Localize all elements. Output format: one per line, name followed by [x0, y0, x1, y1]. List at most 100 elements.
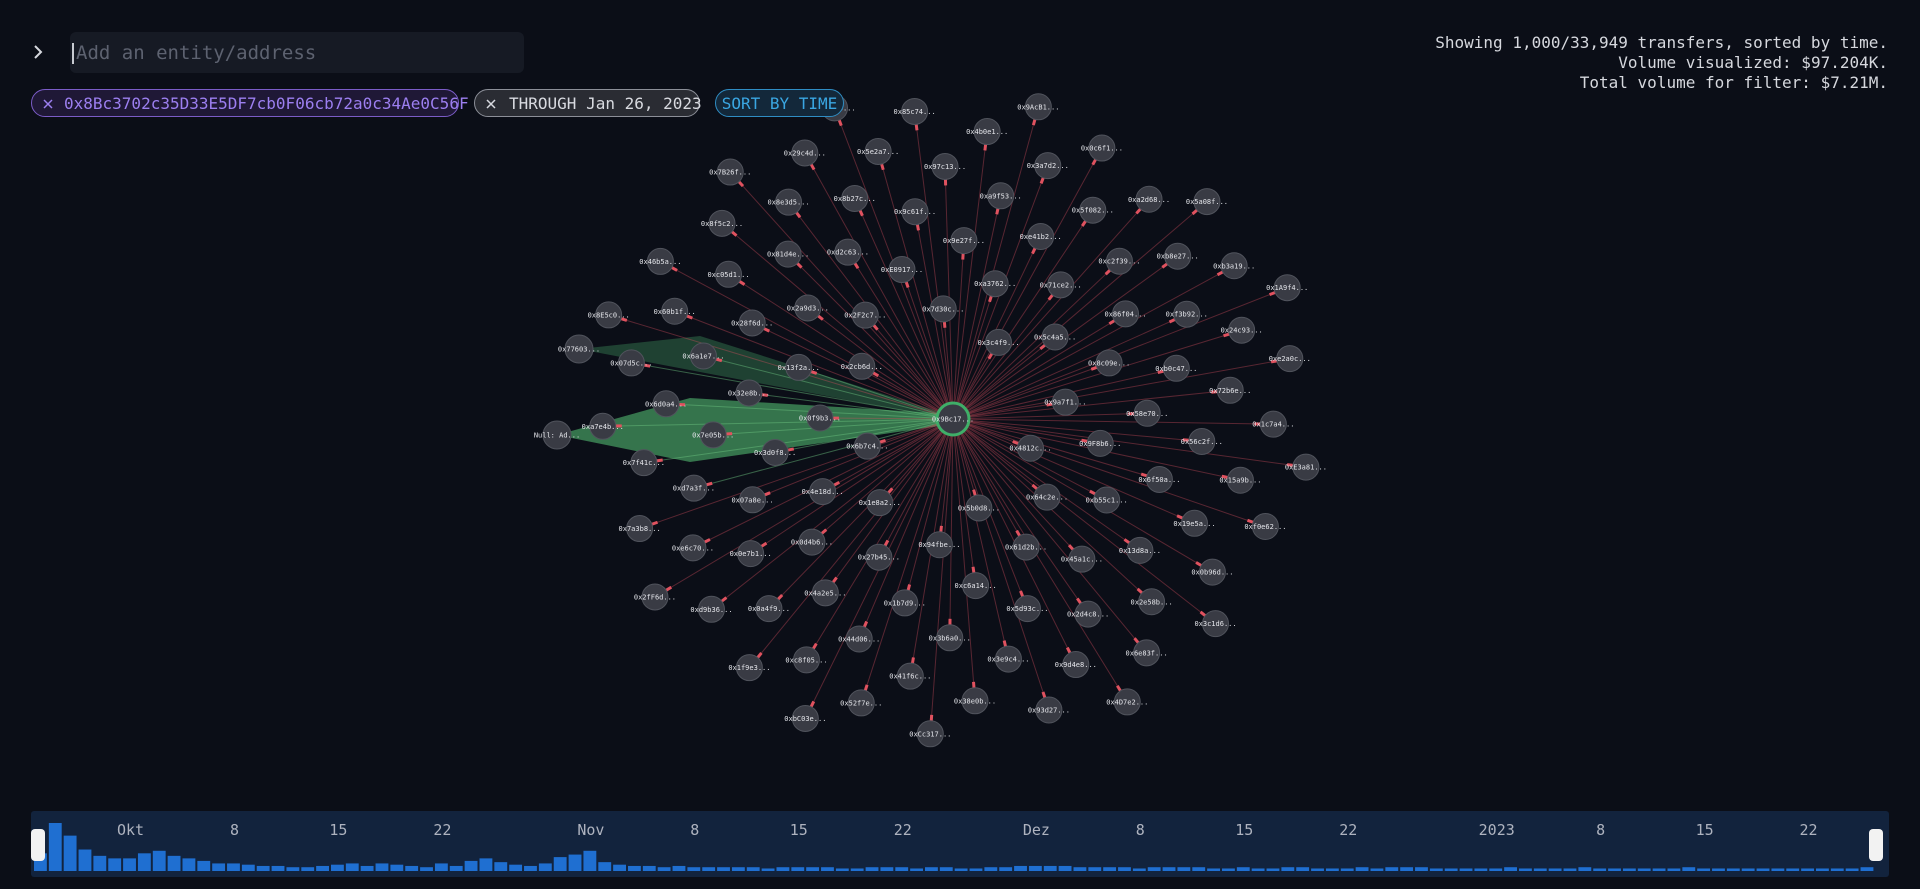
node[interactable]: [1292, 453, 1320, 481]
node[interactable]: [774, 240, 802, 268]
node[interactable]: [1173, 300, 1201, 328]
remove-icon[interactable]: [43, 99, 53, 109]
node[interactable]: [798, 528, 826, 556]
node[interactable]: [848, 352, 876, 380]
node[interactable]: [595, 301, 623, 329]
node[interactable]: [962, 572, 990, 600]
node[interactable]: [1033, 483, 1061, 511]
node[interactable]: [1086, 429, 1114, 457]
node[interactable]: [851, 301, 879, 329]
node[interactable]: [679, 534, 707, 562]
node[interactable]: [1051, 388, 1079, 416]
node[interactable]: [1041, 323, 1069, 351]
node[interactable]: [1138, 588, 1166, 616]
node[interactable]: [841, 184, 869, 212]
node[interactable]: [834, 238, 862, 266]
node[interactable]: [1226, 466, 1254, 494]
remove-icon[interactable]: [486, 99, 496, 109]
node[interactable]: [1088, 134, 1116, 162]
node[interactable]: [1220, 252, 1248, 280]
node[interactable]: [1273, 274, 1301, 302]
range-handle[interactable]: [31, 829, 45, 861]
node[interactable]: [965, 494, 993, 522]
node[interactable]: [699, 421, 727, 449]
node[interactable]: [737, 540, 765, 568]
node[interactable]: [1251, 512, 1279, 540]
node[interactable]: [1113, 688, 1141, 716]
expand-chevron[interactable]: [32, 42, 46, 62]
node[interactable]: [1202, 610, 1230, 638]
node[interactable]: [1145, 465, 1173, 493]
search-input[interactable]: [70, 32, 524, 73]
node[interactable]: [755, 595, 783, 623]
node[interactable]: [896, 662, 924, 690]
node[interactable]: [809, 478, 837, 506]
sort-button[interactable]: SORT BY TIME: [715, 89, 844, 117]
node[interactable]: [811, 579, 839, 607]
node[interactable]: [542, 420, 572, 450]
node[interactable]: [1013, 595, 1041, 623]
node[interactable]: [1024, 93, 1052, 121]
node[interactable]: [931, 152, 959, 180]
node[interactable]: [1047, 271, 1075, 299]
node[interactable]: [792, 646, 820, 674]
node[interactable]: [1112, 300, 1140, 328]
node[interactable]: [775, 188, 803, 216]
node[interactable]: [1180, 509, 1208, 537]
node[interactable]: [1035, 696, 1063, 724]
node[interactable]: [564, 334, 594, 364]
node[interactable]: [1198, 558, 1226, 586]
node[interactable]: [1068, 545, 1096, 573]
node[interactable]: [806, 404, 834, 432]
node[interactable]: [716, 158, 744, 186]
node[interactable]: [994, 645, 1022, 673]
node[interactable]: [1216, 376, 1244, 404]
node[interactable]: [1074, 600, 1102, 628]
filter-chip[interactable]: THROUGH Jan 26, 2023: [474, 89, 702, 117]
range-handle[interactable]: [1869, 829, 1883, 861]
node[interactable]: [916, 720, 944, 748]
node[interactable]: [1105, 247, 1133, 275]
node[interactable]: [739, 486, 767, 514]
node[interactable]: [630, 449, 658, 477]
node[interactable]: [761, 438, 789, 466]
node[interactable]: [987, 182, 1015, 210]
node[interactable]: [626, 515, 654, 543]
node[interactable]: [738, 309, 766, 337]
node[interactable]: [1093, 486, 1121, 514]
node[interactable]: [652, 390, 680, 418]
node[interactable]: [935, 401, 971, 437]
node[interactable]: [1133, 399, 1161, 427]
node[interactable]: [973, 118, 1001, 146]
node[interactable]: [1034, 152, 1062, 180]
node[interactable]: [1259, 410, 1287, 438]
node[interactable]: [985, 328, 1013, 356]
node[interactable]: [866, 489, 894, 517]
node[interactable]: [1133, 639, 1161, 667]
node[interactable]: [1135, 185, 1163, 213]
node[interactable]: [1079, 196, 1107, 224]
node[interactable]: [708, 209, 736, 237]
node[interactable]: [888, 256, 916, 284]
node[interactable]: [785, 353, 813, 381]
node[interactable]: [646, 247, 674, 275]
filter-chip[interactable]: 0x8Bc3702c35D33E5DF7cb0F06cb72a0c34Ae0C5…: [31, 89, 469, 117]
node[interactable]: [929, 295, 957, 323]
node[interactable]: [1276, 345, 1304, 373]
node[interactable]: [865, 543, 893, 571]
node[interactable]: [589, 412, 617, 440]
node[interactable]: [791, 139, 819, 167]
node[interactable]: [936, 624, 964, 652]
node[interactable]: [1188, 427, 1216, 455]
node[interactable]: [1228, 316, 1256, 344]
node[interactable]: [661, 297, 689, 325]
node[interactable]: [1126, 536, 1154, 564]
node[interactable]: [794, 294, 822, 322]
node[interactable]: [617, 349, 645, 377]
node[interactable]: [1193, 188, 1221, 216]
node[interactable]: [847, 689, 875, 717]
node[interactable]: [1027, 222, 1055, 250]
node[interactable]: [950, 227, 978, 255]
node[interactable]: [791, 704, 819, 732]
node[interactable]: [853, 432, 881, 460]
